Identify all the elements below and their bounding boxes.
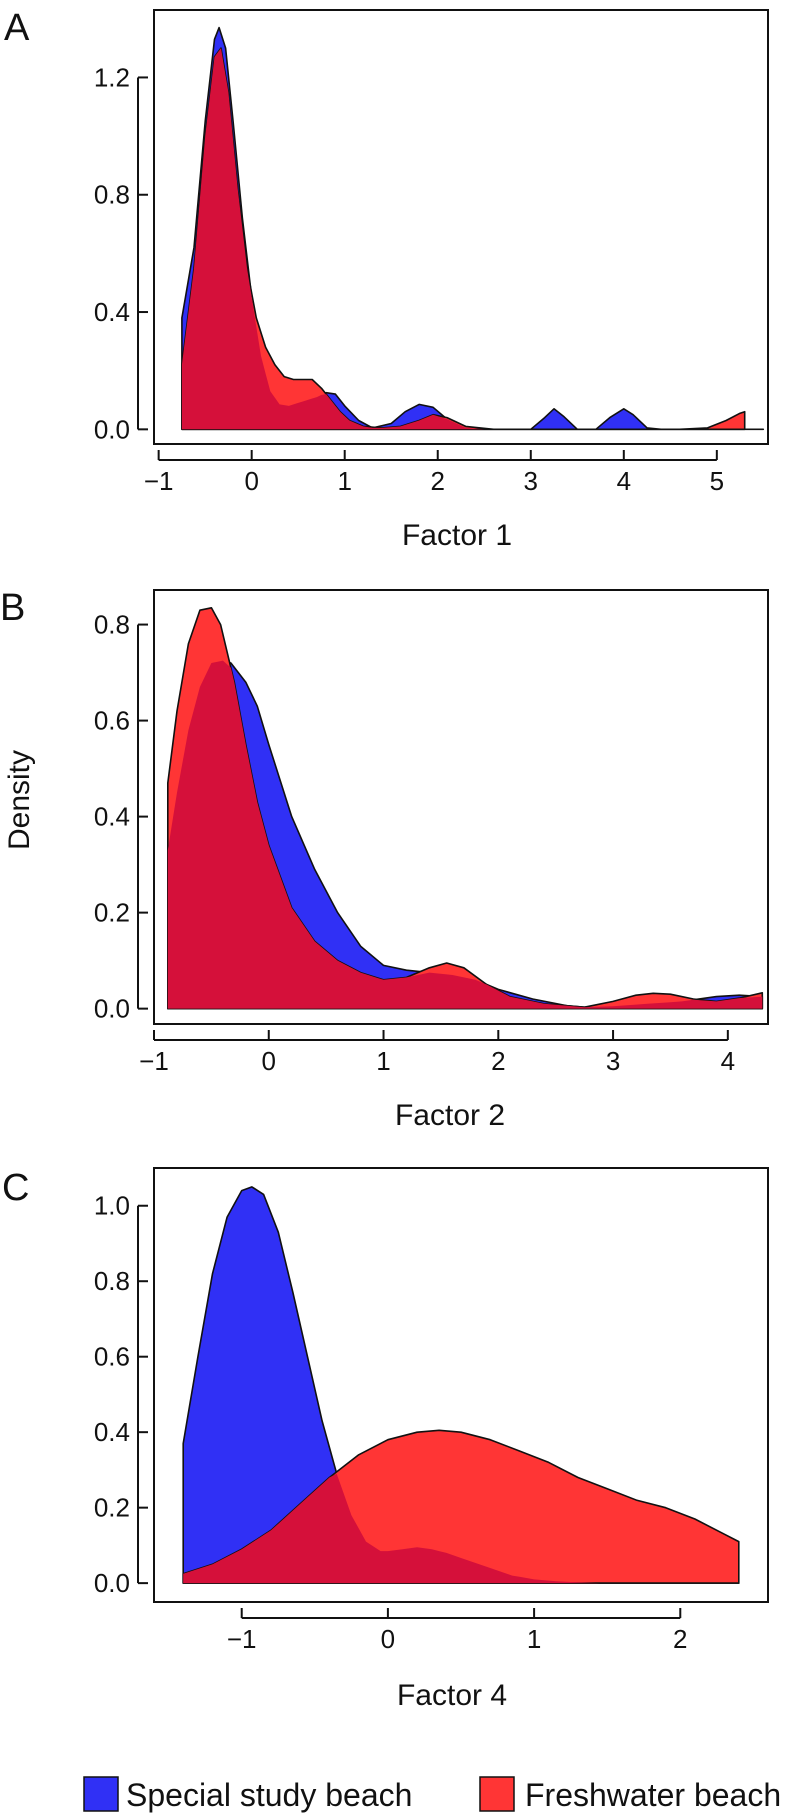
panel-a: A −1 0 1 2 3 4 5 0.0 0.4 0.8 1.2 Factor 1 bbox=[4, 7, 769, 552]
x-tick-label-b: −1 bbox=[139, 1046, 169, 1076]
x-tick-label-b: 2 bbox=[491, 1046, 505, 1076]
y-tick-label-c: 0.8 bbox=[94, 1266, 130, 1296]
density-overlap-c bbox=[183, 1473, 739, 1584]
density-overlap-b bbox=[167, 660, 763, 1009]
density-area-a-freshwater-beach bbox=[181, 47, 746, 431]
legend-swatch-freshwater-beach bbox=[479, 1776, 515, 1812]
x-tick-label-c: 1 bbox=[527, 1624, 541, 1654]
y-tick-label-a: 1.2 bbox=[94, 62, 130, 92]
y-tick-label-b: 0.0 bbox=[94, 994, 130, 1024]
legend-swatch-special-study-beach bbox=[83, 1776, 119, 1812]
x-tick-label-a: 3 bbox=[524, 466, 538, 496]
x-tick-label-a: 5 bbox=[710, 466, 724, 496]
y-axis-label: Density bbox=[3, 750, 36, 850]
plot-frame-b bbox=[153, 589, 769, 1025]
y-tick-label-a: 0.4 bbox=[94, 297, 130, 327]
y-tick-label-c: 0.6 bbox=[94, 1342, 130, 1372]
y-tick-label-b: 0.6 bbox=[94, 706, 130, 736]
x-tick-label-c: 0 bbox=[381, 1624, 395, 1654]
panel-letter-c: C bbox=[2, 1167, 29, 1209]
density-overlap-a bbox=[181, 48, 745, 430]
y-tick-label-c: 0.0 bbox=[94, 1568, 130, 1598]
panel-letter-a: A bbox=[4, 7, 30, 49]
plot-frame-c bbox=[153, 1167, 769, 1603]
x-tick-label-a: 4 bbox=[617, 466, 631, 496]
y-tick-label-c: 0.2 bbox=[94, 1493, 130, 1523]
panel-c: C −1 0 1 2 0.0 0.2 0.4 0.6 0.8 1.0 Factor 4 bbox=[2, 1167, 769, 1712]
x-tick-label-b: 4 bbox=[721, 1046, 735, 1076]
x-axis-label-b: Factor 2 bbox=[395, 1099, 505, 1132]
x-tick-label-c: 2 bbox=[673, 1624, 687, 1654]
plot-frame-a bbox=[153, 9, 769, 445]
legend-label-freshwater-beach: Freshwater beach bbox=[525, 1777, 781, 1813]
legend: Special study beach Freshwater beach bbox=[83, 1776, 781, 1813]
x-tick-label-c: −1 bbox=[227, 1624, 257, 1654]
x-tick-label-b: 1 bbox=[376, 1046, 390, 1076]
y-tick-label-b: 0.8 bbox=[94, 610, 130, 640]
y-tick-label-b: 0.4 bbox=[94, 802, 130, 832]
y-tick-label-b: 0.2 bbox=[94, 898, 130, 928]
x-axis-label-a: Factor 1 bbox=[402, 519, 512, 552]
y-tick-label-a: 0.8 bbox=[94, 180, 130, 210]
legend-label-special-study-beach: Special study beach bbox=[126, 1777, 412, 1813]
y-tick-label-c: 1.0 bbox=[94, 1191, 130, 1221]
x-axis-label-c: Factor 4 bbox=[397, 1679, 507, 1712]
x-tick-label-a: 1 bbox=[337, 466, 351, 496]
panel-b: B −1 0 1 2 3 4 0.0 0.2 0.4 0.6 0.8 Factor 2 bbox=[0, 587, 769, 1132]
x-tick-label-b: 3 bbox=[606, 1046, 620, 1076]
x-tick-label-b: 0 bbox=[262, 1046, 276, 1076]
x-tick-label-a: 2 bbox=[431, 466, 445, 496]
panel-letter-b: B bbox=[0, 587, 25, 629]
x-tick-label-a: 0 bbox=[244, 466, 258, 496]
y-tick-label-a: 0.0 bbox=[94, 414, 130, 444]
y-tick-label-c: 0.4 bbox=[94, 1417, 130, 1447]
x-tick-label-a: −1 bbox=[144, 466, 174, 496]
